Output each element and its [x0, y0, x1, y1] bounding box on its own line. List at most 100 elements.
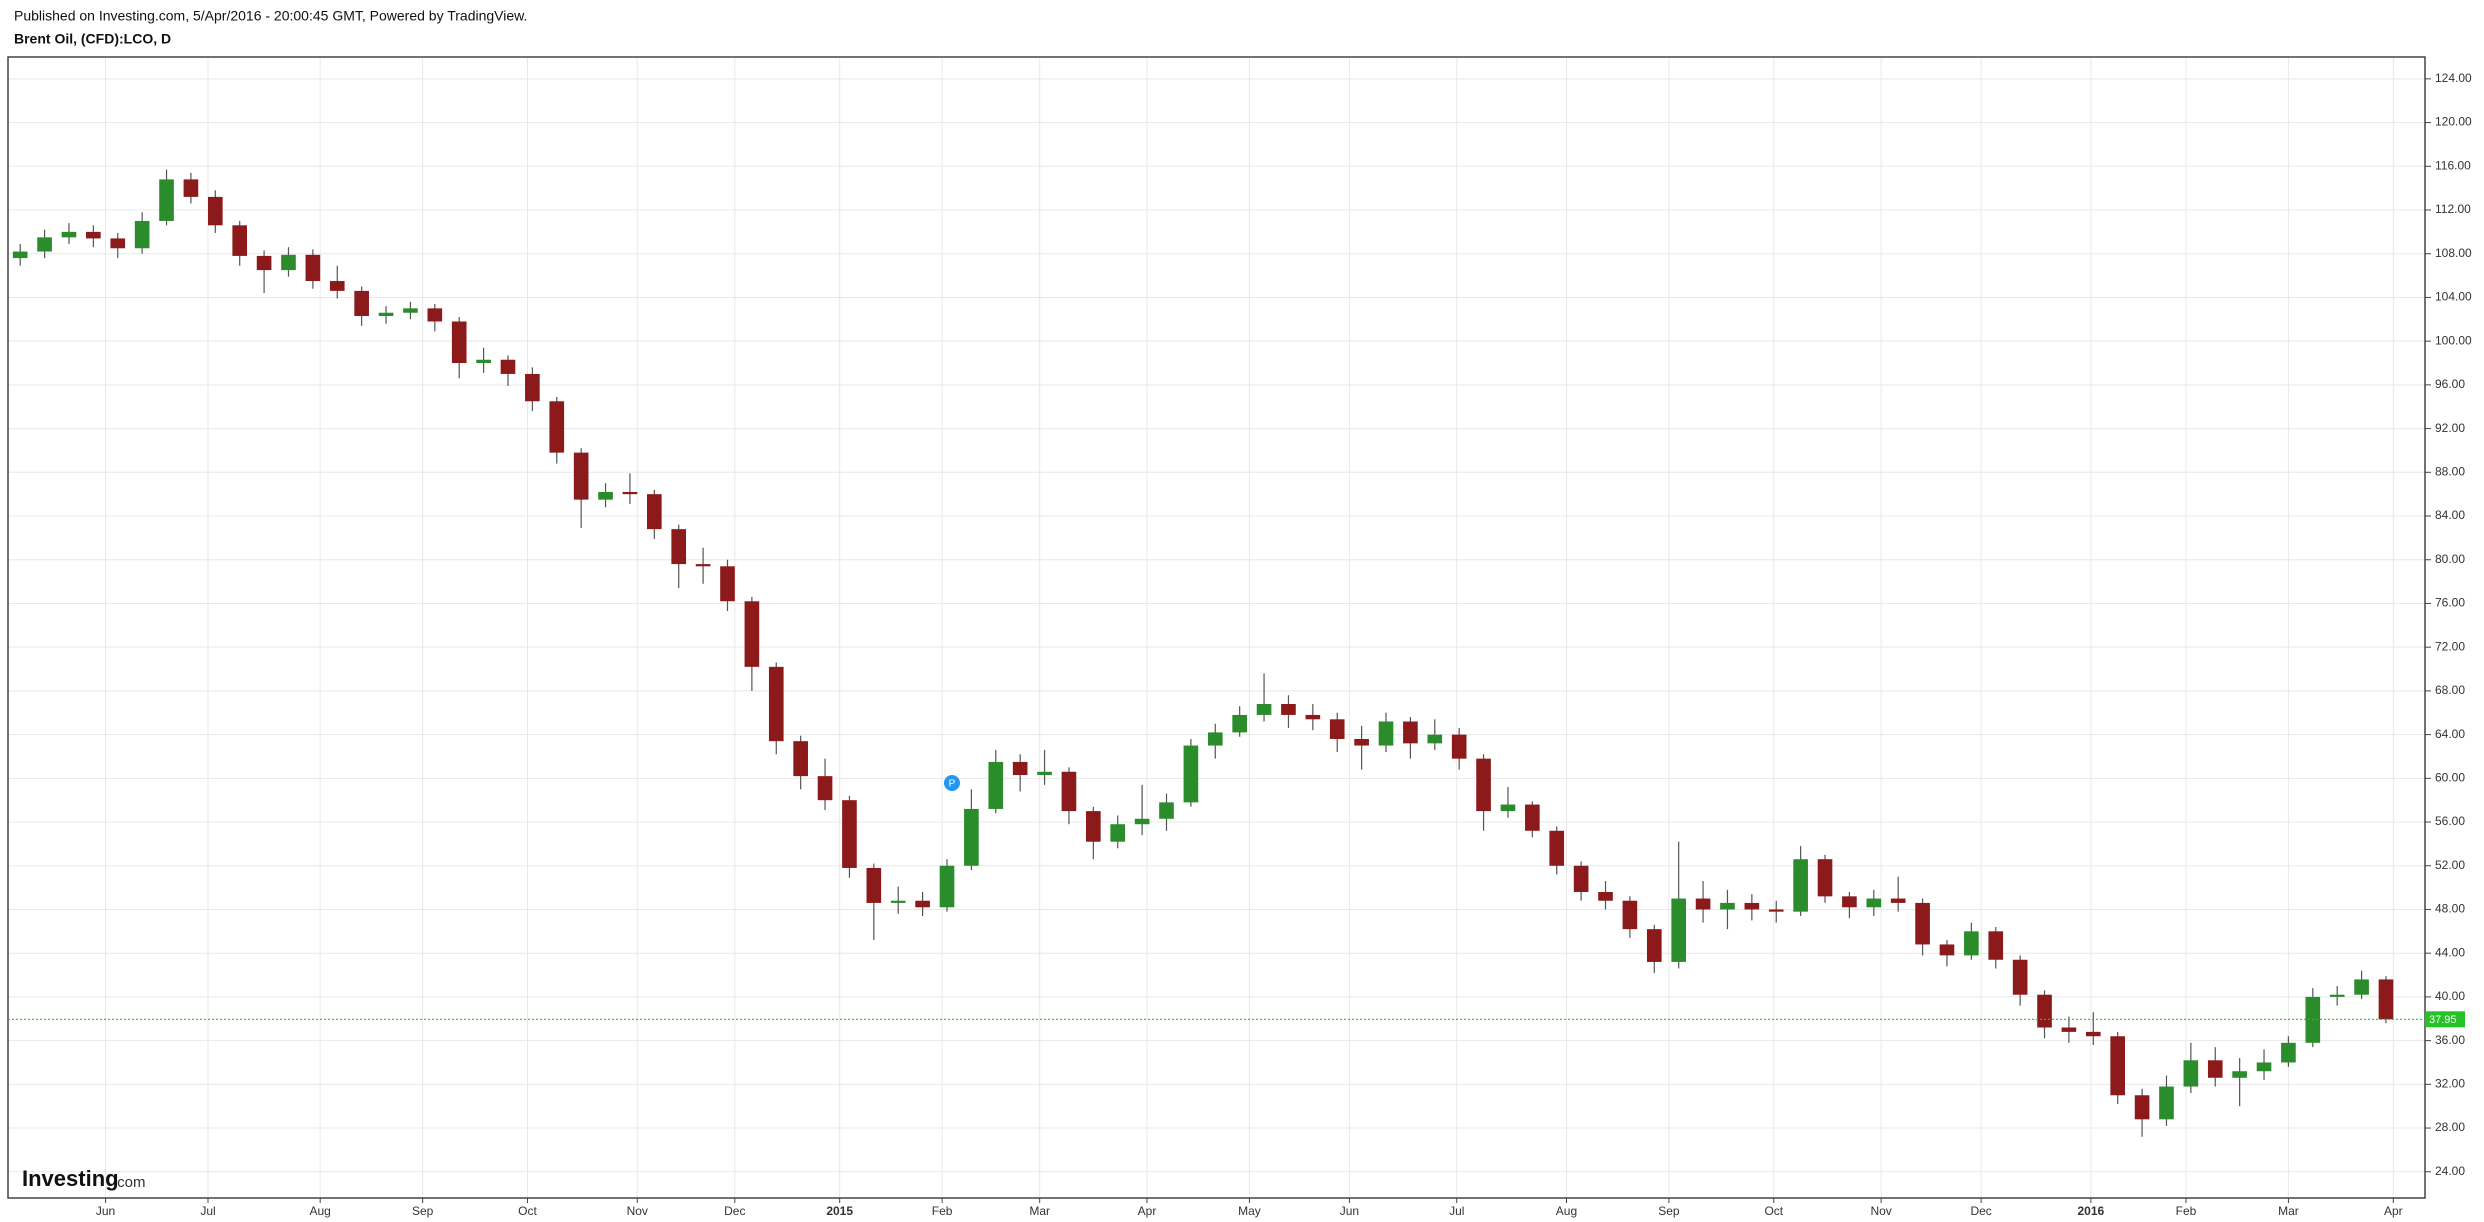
candle-body: [671, 529, 687, 565]
candle-body: [1622, 900, 1638, 930]
candle-body: [1549, 830, 1565, 866]
candle-body: [12, 251, 28, 259]
y-tick-label: 84.00: [2435, 508, 2465, 522]
y-tick-label: 52.00: [2435, 858, 2465, 872]
candle-body: [1012, 761, 1028, 776]
candle-body: [1207, 732, 1223, 746]
y-tick-label: 72.00: [2435, 639, 2465, 653]
candle-body: [1915, 902, 1930, 945]
logo-suffix: .com: [113, 1174, 146, 1191]
candle-body: [598, 491, 613, 500]
candle-body: [1964, 931, 1979, 956]
candle-body: [695, 564, 711, 567]
y-tick-label: 116.00: [2435, 158, 2471, 172]
candle-body: [890, 900, 906, 903]
candle-body: [1500, 804, 1516, 812]
y-tick-label: 96.00: [2435, 377, 2465, 391]
x-tick-label: Nov: [627, 1204, 648, 1218]
candle-body: [2281, 1042, 2296, 1063]
candle-body: [159, 179, 174, 221]
x-tick-label: May: [1238, 1204, 1261, 1218]
candle-body: [378, 312, 394, 317]
candle-body: [2061, 1027, 2077, 1032]
y-tick-label: 32.00: [2435, 1077, 2465, 1091]
y-tick-label: 104.00: [2435, 290, 2472, 304]
candle-body: [1817, 859, 1833, 897]
candle-body: [1866, 898, 1882, 908]
candle-body: [1476, 758, 1491, 812]
y-tick-label: 60.00: [2435, 770, 2465, 784]
candle-body: [1525, 804, 1540, 831]
candle-body: [354, 290, 369, 317]
candle-body: [1671, 898, 1686, 962]
candle-body: [2037, 994, 2052, 1028]
candle-body: [207, 196, 223, 226]
y-tick-label: 80.00: [2435, 552, 2465, 566]
y-tick-label: 124.00: [2435, 71, 2472, 85]
logo-main: Investing: [22, 1166, 119, 1191]
y-tick-label: 48.00: [2435, 902, 2465, 916]
candle-body: [2085, 1031, 2101, 1037]
candle-body: [2183, 1060, 2199, 1087]
candle-body: [988, 761, 1004, 809]
x-tick-label: Aug: [310, 1204, 331, 1218]
candle-body: [476, 359, 491, 364]
candle-body: [2207, 1060, 2223, 1078]
candle-body: [329, 281, 345, 291]
candle-body: [1281, 704, 1296, 715]
candle-body: [817, 776, 833, 801]
candle-body: [2354, 979, 2369, 995]
candle-body: [1573, 865, 1589, 892]
candle-body: [768, 666, 784, 742]
x-tick-label: Jul: [200, 1204, 215, 1218]
y-tick-label: 112.00: [2435, 202, 2471, 216]
candle-body: [1110, 824, 1126, 842]
candle-body: [1305, 714, 1321, 720]
y-tick-label: 92.00: [2435, 421, 2465, 435]
y-tick-label: 100.00: [2435, 333, 2472, 347]
x-tick-label: Apr: [2384, 1204, 2403, 1218]
candle-body: [1329, 719, 1345, 739]
y-tick-label: 36.00: [2435, 1033, 2465, 1047]
candle-body: [256, 255, 272, 271]
x-tick-label: Nov: [1870, 1204, 1891, 1218]
y-tick-label: 40.00: [2435, 989, 2465, 1003]
candle-body: [915, 900, 930, 908]
x-tick-label: Jun: [1340, 1204, 1359, 1218]
x-tick-label: Mar: [2278, 1204, 2299, 1218]
candle-body: [2256, 1062, 2272, 1072]
x-tick-label: Apr: [1138, 1204, 1157, 1218]
x-tick-label: Dec: [1970, 1204, 1991, 1218]
candle-body: [1842, 896, 1857, 908]
candles: [12, 169, 2394, 1137]
plot-frame: [7, 56, 2426, 1199]
candle-body: [964, 808, 979, 866]
x-tick-label: Mar: [1029, 1204, 1050, 1218]
svg-text:P: P: [949, 779, 956, 790]
p-marker[interactable]: P: [944, 775, 960, 791]
candle-body: [134, 220, 150, 249]
x-tick-label: Feb: [2176, 1204, 2197, 1218]
candle-body: [2159, 1086, 2174, 1120]
last-price-label: 37.95: [2429, 1014, 2457, 1026]
candle-body: [2378, 979, 2394, 1020]
candle-body: [427, 308, 443, 322]
candle-body: [183, 179, 199, 197]
candle-body: [2012, 959, 2028, 995]
candle-body: [1403, 721, 1418, 744]
x-tick-label: Feb: [932, 1204, 953, 1218]
y-tick-label: 68.00: [2435, 683, 2465, 697]
candle-body: [305, 254, 321, 282]
candle-body: [451, 321, 467, 364]
candle-body: [1378, 721, 1394, 746]
y-tick-label: 44.00: [2435, 945, 2465, 959]
candle-body: [403, 308, 418, 313]
candle-body: [1354, 738, 1369, 746]
candle-body: [232, 225, 248, 256]
candle-body: [281, 254, 296, 271]
candle-body: [622, 491, 638, 495]
candle-body: [110, 238, 126, 249]
chart-title: Brent Oil, (CFD):LCO, D: [14, 31, 171, 47]
candle-body: [1890, 898, 1906, 903]
candle-body: [842, 800, 857, 868]
